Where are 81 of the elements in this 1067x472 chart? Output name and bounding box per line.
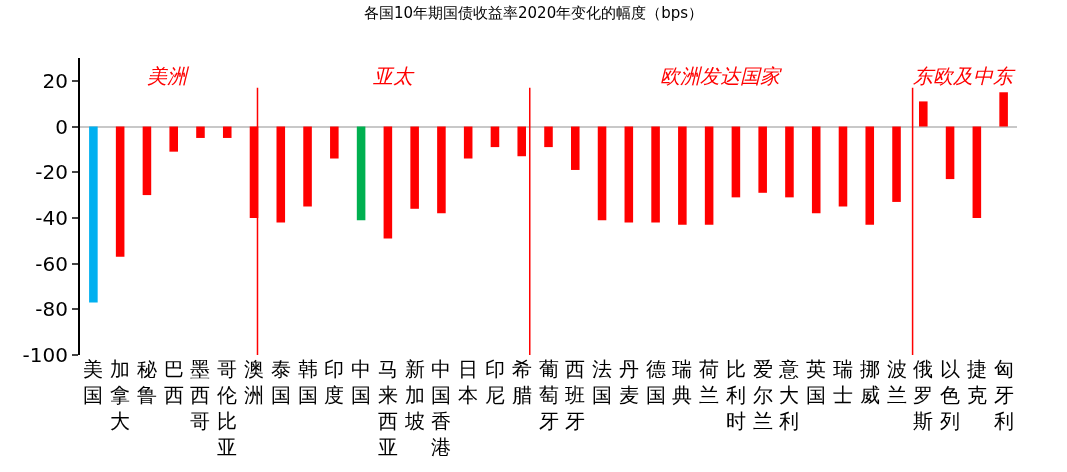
y-tick-label: -100 [22, 343, 68, 367]
bar [169, 126, 178, 152]
bar [570, 126, 580, 170]
bar [865, 126, 875, 225]
bar [303, 126, 312, 207]
y-tick-label: 20 [42, 68, 68, 93]
x-tick-label: 新加坡 [403, 357, 425, 433]
bar [945, 126, 955, 180]
x-tick-label: 希腊 [511, 357, 532, 407]
annotation: 欧洲发达国家 [660, 64, 782, 88]
x-tick-label: 英国 [806, 357, 827, 407]
x-tick-label: 爱尔兰 [752, 357, 773, 433]
bar [544, 126, 553, 148]
x-tick-label: 巴西 [163, 357, 184, 407]
x-tick-label: 印尼 [484, 357, 505, 407]
x-tick-label: 中国 [351, 357, 372, 407]
bar [731, 126, 741, 198]
bar [463, 126, 473, 159]
x-tick-label: 法国 [592, 357, 613, 407]
x-tick-label: 泰国 [270, 357, 291, 407]
bar [276, 126, 286, 223]
x-tick-label: 中国香港 [431, 357, 452, 459]
x-tick-label: 瑞士 [832, 357, 853, 407]
bar [919, 101, 928, 127]
bar [437, 126, 446, 214]
bar [356, 126, 366, 221]
bar [999, 92, 1008, 127]
bar [115, 126, 125, 257]
y-tick-label: -40 [35, 205, 68, 230]
x-tick-label: 意大利 [778, 357, 800, 433]
x-tick-label: 挪威 [859, 357, 880, 407]
bar [704, 126, 714, 225]
bar [838, 126, 848, 207]
annotation: 东欧及中东 [913, 64, 1016, 88]
bar [651, 126, 660, 223]
x-tick-label: 比利时 [725, 357, 746, 433]
bar [597, 126, 607, 221]
x-tick-label: 马来西亚 [377, 357, 398, 459]
bar [142, 126, 152, 196]
x-tick-label: 匈牙利 [993, 357, 1014, 433]
bar [410, 126, 419, 209]
x-tick-label: 日本 [458, 357, 479, 407]
bar [517, 126, 527, 157]
x-tick-label: 瑞典 [672, 357, 693, 407]
x-tick-label: 捷克 [966, 357, 987, 407]
x-tick-label: 德国 [645, 357, 666, 407]
y-tick-label: -80 [35, 297, 68, 322]
x-tick-label: 以色列 [940, 357, 961, 433]
x-tick-label: 澳洲 [244, 357, 265, 407]
x-tick-label: 俄罗斯 [913, 357, 934, 433]
annotation: 亚太 [373, 64, 415, 88]
bar [196, 126, 205, 138]
bar [892, 126, 901, 202]
bar [383, 126, 393, 239]
bar [678, 126, 687, 225]
x-tick-label: 西班牙 [565, 357, 586, 433]
y-tick-label: -20 [35, 160, 68, 185]
x-tick-label: 葡萄牙 [538, 357, 559, 433]
bar [811, 126, 821, 214]
x-tick-label: 印度 [324, 357, 345, 407]
bar [222, 126, 232, 138]
x-tick-label: 丹麦 [618, 357, 639, 407]
bar [624, 126, 634, 223]
x-tick-label: 美国 [83, 357, 104, 407]
bar [972, 126, 982, 218]
bar [490, 126, 500, 148]
y-tick-label: -60 [35, 251, 68, 276]
bar [758, 126, 767, 193]
annotation: 美洲 [147, 64, 190, 88]
x-tick-label: 韩国 [297, 357, 318, 407]
chart-title: 各国10年期国债收益率2020年变化的幅度（bps） [363, 3, 704, 22]
y-tick-label: 0 [55, 114, 68, 139]
x-tick-label: 加拿大 [110, 357, 131, 433]
x-tick-label: 荷兰 [699, 357, 720, 407]
x-tick-label: 墨西哥 [190, 357, 211, 433]
bar [785, 126, 794, 198]
bar [330, 126, 339, 159]
x-tick-label: 哥伦比亚 [217, 357, 238, 459]
x-tick-label: 秘鲁 [136, 357, 157, 407]
x-tick-label: 波兰 [886, 357, 907, 407]
bar [89, 126, 98, 303]
